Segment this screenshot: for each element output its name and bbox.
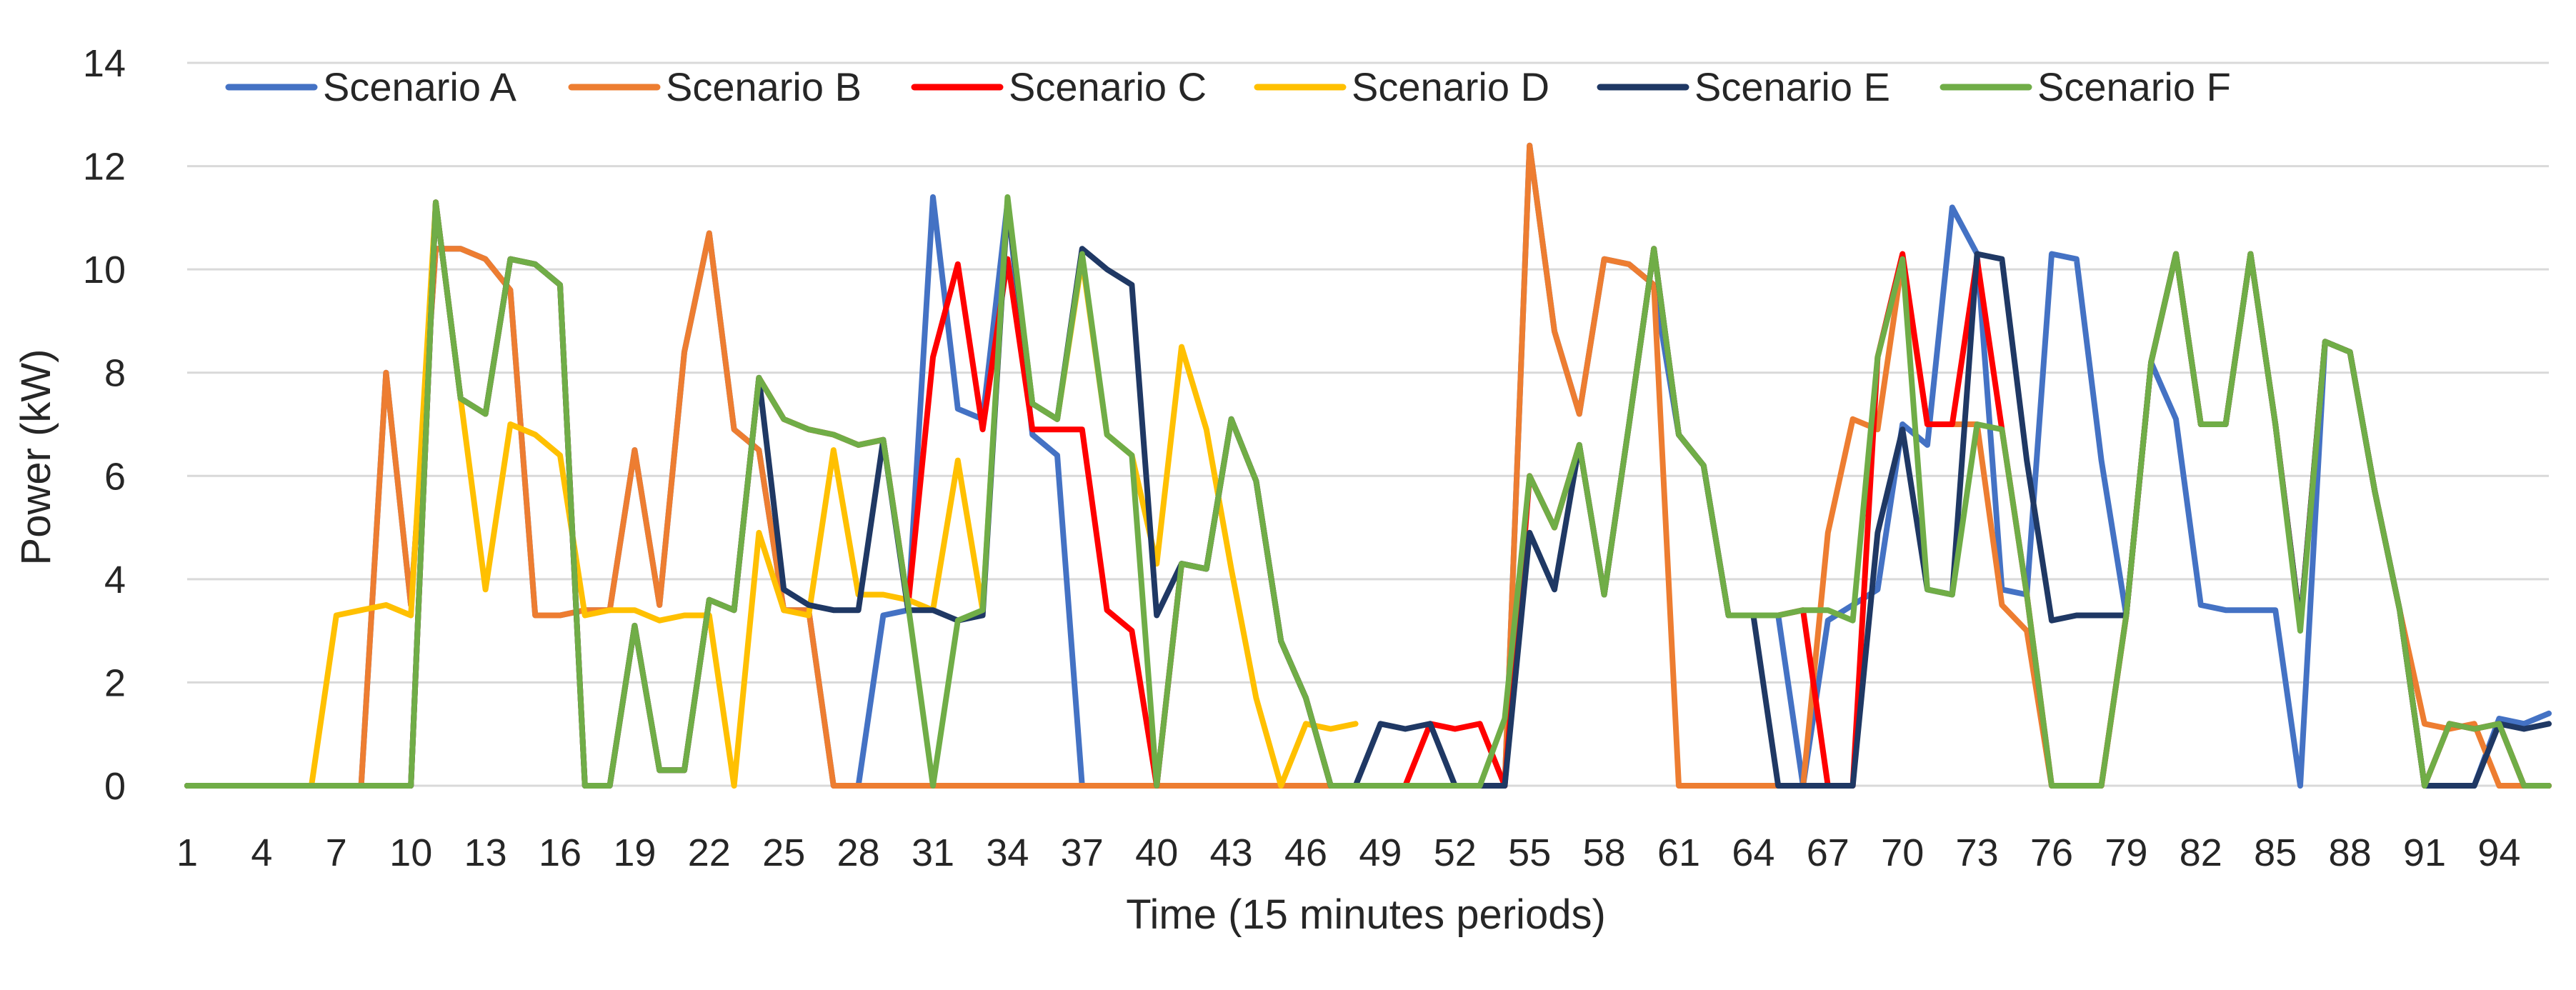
x-tick-label: 49 bbox=[1359, 831, 1402, 874]
x-tick-label: 46 bbox=[1284, 831, 1327, 874]
x-tick-label: 85 bbox=[2254, 831, 2297, 874]
x-tick-label: 19 bbox=[613, 831, 656, 874]
legend-label: Scenario C bbox=[1009, 64, 1207, 109]
x-tick-label: 76 bbox=[2030, 831, 2073, 874]
legend: Scenario A Scenario B Scenario C Scenario D… bbox=[225, 64, 2231, 109]
x-tick-label: 91 bbox=[2403, 831, 2446, 874]
series-line-scenario-f bbox=[184, 194, 2552, 789]
x-tick-label: 13 bbox=[464, 831, 507, 874]
x-tick-label: 31 bbox=[912, 831, 954, 874]
x-axis-title: Time (15 minutes periods) bbox=[1126, 891, 1606, 938]
series-line-scenario-d bbox=[184, 199, 1359, 789]
x-tick-label: 55 bbox=[1508, 831, 1551, 874]
x-tick-label: 37 bbox=[1061, 831, 1104, 874]
y-tick-label: 10 bbox=[83, 249, 126, 291]
y-tick-label: 0 bbox=[104, 765, 126, 808]
x-tick-label: 67 bbox=[1807, 831, 1849, 874]
legend-label: Scenario D bbox=[1352, 64, 1549, 109]
x-tick-label: 82 bbox=[2180, 831, 2222, 874]
x-tick-label: 22 bbox=[688, 831, 731, 874]
x-tick-label: 40 bbox=[1135, 831, 1178, 874]
x-tick-label: 16 bbox=[539, 831, 581, 874]
series-lines bbox=[184, 142, 2552, 789]
x-tick-label: 94 bbox=[2477, 831, 2520, 874]
x-tick-label: 34 bbox=[986, 831, 1029, 874]
y-tick-label: 8 bbox=[104, 352, 126, 395]
x-tick-label: 43 bbox=[1210, 831, 1253, 874]
legend-label: Scenario B bbox=[666, 64, 862, 109]
legend-label: Scenario A bbox=[323, 64, 516, 109]
gridlines bbox=[187, 61, 2549, 787]
y-tick-label: 4 bbox=[104, 559, 126, 601]
series-line-scenario-e bbox=[184, 199, 2552, 789]
x-tick-label: 1 bbox=[176, 831, 198, 874]
series-line-scenario-c bbox=[184, 199, 2552, 789]
x-tick-label: 88 bbox=[2329, 831, 2372, 874]
x-tick-label: 28 bbox=[837, 831, 880, 874]
x-tick-label: 7 bbox=[326, 831, 347, 874]
series-line-scenario-a bbox=[184, 142, 2552, 789]
series-line-scenario-b bbox=[184, 142, 2552, 789]
x-tick-label: 61 bbox=[1657, 831, 1700, 874]
y-axis-ticks: 0 2 4 6 8 10 12 14 bbox=[83, 42, 126, 808]
x-tick-label: 52 bbox=[1434, 831, 1477, 874]
x-tick-label: 58 bbox=[1583, 831, 1626, 874]
x-axis-ticks: 1 4 7 10 13 16 19 22 25 28 31 34 37 40 43 46 49 52 55 58 61 6… bbox=[176, 831, 2520, 874]
x-tick-label: 64 bbox=[1732, 831, 1774, 874]
x-tick-label: 4 bbox=[251, 831, 272, 874]
y-tick-label: 14 bbox=[83, 42, 126, 85]
y-tick-label: 12 bbox=[83, 146, 126, 189]
x-tick-label: 79 bbox=[2105, 831, 2147, 874]
x-tick-label: 73 bbox=[1956, 831, 1999, 874]
y-axis-title: Power (kW) bbox=[13, 349, 59, 566]
y-tick-label: 2 bbox=[104, 661, 126, 704]
x-tick-label: 25 bbox=[762, 831, 805, 874]
y-tick-label: 6 bbox=[104, 455, 126, 498]
legend-label: Scenario F bbox=[2037, 64, 2231, 109]
x-tick-label: 10 bbox=[389, 831, 432, 874]
x-tick-label: 70 bbox=[1881, 831, 1924, 874]
legend-label: Scenario E bbox=[1694, 64, 1890, 109]
